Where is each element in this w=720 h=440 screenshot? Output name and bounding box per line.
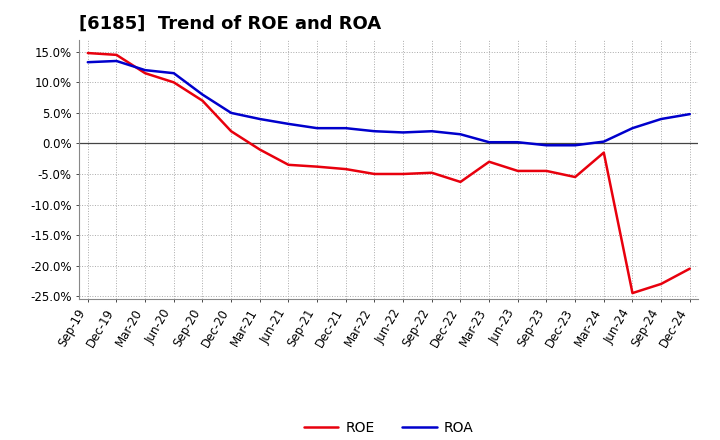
ROA: [198, 92, 207, 97]
ROE: [141, 70, 150, 76]
ROE: [227, 128, 235, 134]
ROA: [284, 121, 293, 127]
ROE: [341, 166, 350, 172]
Line: ROA: ROA: [88, 61, 690, 145]
ROA: [485, 139, 493, 145]
ROA: [399, 130, 408, 135]
ROE: [456, 179, 465, 184]
ROE: [312, 164, 321, 169]
ROE: [428, 170, 436, 176]
ROE: [685, 266, 694, 271]
ROA: [84, 59, 92, 65]
ROA: [600, 139, 608, 144]
ROA: [542, 143, 551, 148]
ROE: [571, 174, 580, 180]
ROE: [198, 98, 207, 103]
Text: [6185]  Trend of ROE and ROA: [6185] Trend of ROE and ROA: [79, 15, 382, 33]
ROE: [542, 168, 551, 173]
ROA: [370, 128, 379, 134]
ROE: [112, 52, 121, 58]
ROA: [428, 128, 436, 134]
ROE: [513, 168, 522, 173]
ROA: [256, 116, 264, 121]
ROA: [628, 125, 636, 131]
ROA: [685, 111, 694, 117]
ROE: [84, 51, 92, 56]
Legend: ROE, ROA: ROE, ROA: [298, 415, 480, 440]
Line: ROE: ROE: [88, 53, 690, 293]
ROE: [370, 171, 379, 176]
ROE: [284, 162, 293, 168]
ROE: [169, 80, 178, 85]
ROA: [227, 110, 235, 116]
ROE: [256, 147, 264, 152]
ROE: [399, 171, 408, 176]
ROA: [456, 132, 465, 137]
ROA: [657, 116, 665, 121]
ROE: [657, 281, 665, 286]
ROA: [341, 125, 350, 131]
ROA: [169, 70, 178, 76]
ROA: [112, 59, 121, 64]
ROE: [485, 159, 493, 165]
ROA: [571, 143, 580, 148]
ROA: [141, 67, 150, 73]
ROE: [600, 150, 608, 155]
ROA: [513, 139, 522, 145]
ROA: [312, 125, 321, 131]
ROE: [628, 290, 636, 296]
